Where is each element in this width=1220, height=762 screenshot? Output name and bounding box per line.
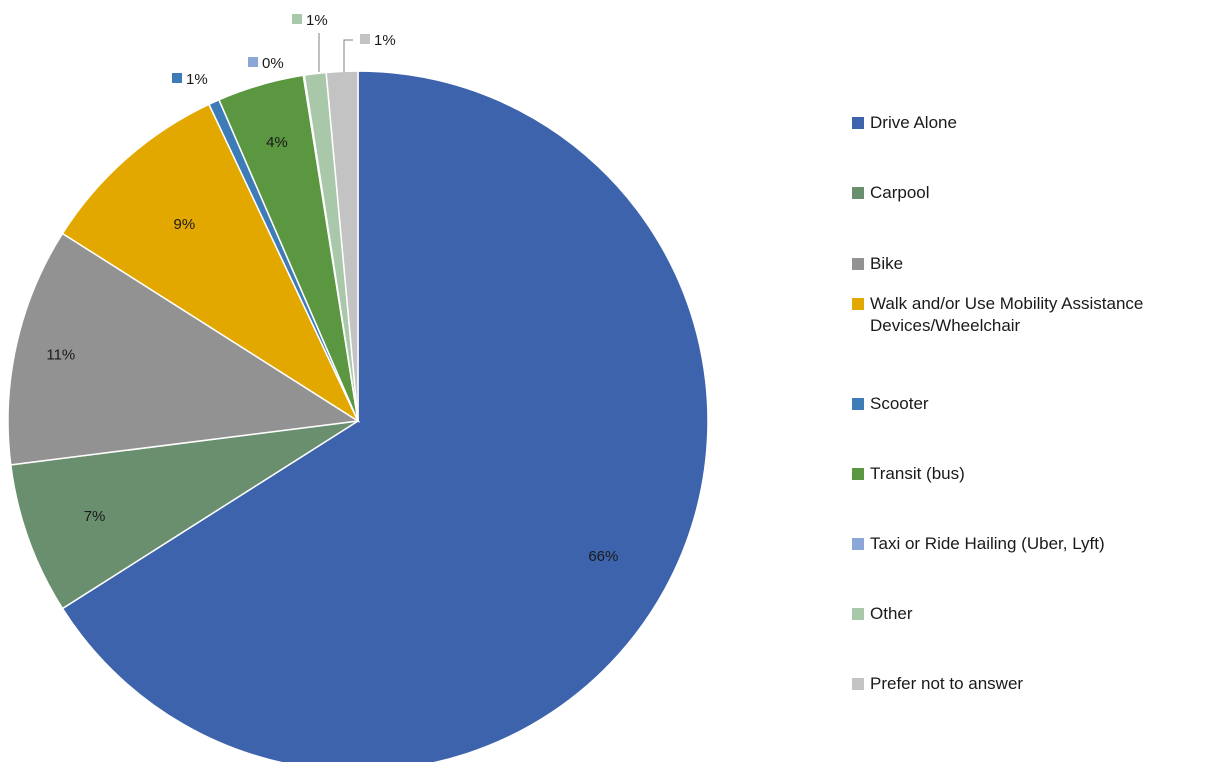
pie-slice-drive-alone [61, 70, 709, 762]
legend-label: Other [870, 604, 913, 623]
legend-label: Drive Alone [870, 113, 957, 132]
legend-swatch [852, 298, 864, 310]
legend-label: Walk and/or Use Mobility Assistance Devi… [870, 294, 1144, 335]
legend-label: Prefer not to answer [870, 674, 1024, 693]
data-label-bike: 11% [46, 347, 75, 364]
legend-label: Carpool [870, 183, 930, 202]
data-label-other: 1% [306, 12, 328, 29]
data-label-key-taxi-or-ride-hailing-uber-lyft [248, 57, 258, 67]
data-label-taxi-or-ride-hailing-uber-lyft: 0% [262, 55, 284, 72]
legend-swatch [852, 608, 864, 620]
legend-swatch [852, 398, 864, 410]
legend-item-carpool: Carpool [852, 182, 930, 204]
data-label-key-other [292, 14, 302, 24]
data-label-key-scooter [172, 73, 182, 83]
legend-item-prefer-not-to-answer: Prefer not to answer [852, 673, 1023, 695]
legend-label: Taxi or Ride Hailing (Uber, Lyft) [870, 534, 1105, 553]
legend-item-bike: Bike [852, 253, 903, 275]
legend-swatch [852, 258, 864, 270]
data-label-drive-alone: 66% [588, 548, 618, 565]
pie-slice-carpool [9, 420, 359, 610]
legend-item-transit-bus: Transit (bus) [852, 463, 965, 485]
legend-swatch [852, 187, 864, 199]
data-label-transit-bus: 4% [266, 134, 288, 151]
leader-line-prefer-not-to-answer [343, 39, 353, 72]
legend-swatch [852, 678, 864, 690]
legend-swatch [852, 538, 864, 550]
data-label-key-prefer-not-to-answer [360, 34, 370, 44]
legend-item-drive-alone: Drive Alone [852, 112, 957, 134]
legend-swatch [852, 468, 864, 480]
legend-item-other: Other [852, 603, 913, 625]
pie-data-labels: 66% 7% 11% 9% 1% 4% 0% 1% 1% [46, 12, 618, 565]
legend-item-scooter: Scooter [852, 393, 929, 415]
pie-slice-prefer-not-to-answer [325, 70, 359, 422]
data-label-walk-and-or-use-mobility-assistance-devices-wheelchair: 9% [174, 216, 196, 233]
legend-label: Transit (bus) [870, 464, 965, 483]
pie-slices [7, 70, 709, 762]
legend-label: Bike [870, 254, 904, 273]
data-label-carpool: 7% [84, 508, 106, 525]
data-label-scooter: 1% [186, 71, 208, 88]
legend-item-walk-and-or-use-mobility-assistance-devices-wheelchair: Walk and/or Use Mobility Assistance Devi… [852, 293, 1220, 337]
legend-swatch [852, 117, 864, 129]
legend-item-taxi-or-ride-hailing-uber-lyft: Taxi or Ride Hailing (Uber, Lyft) [852, 533, 1105, 555]
pie-slice-walk-and-or-use-mobility-assistance-devices-wheelchair [61, 103, 360, 424]
legend-label: Scooter [870, 394, 929, 413]
data-label-prefer-not-to-answer: 1% [374, 32, 396, 49]
pie-slice-bike [7, 232, 361, 466]
